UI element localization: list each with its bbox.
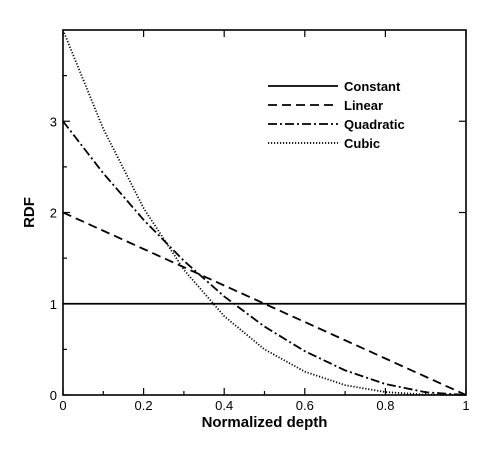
x-tick-label: 0.6 <box>296 398 314 413</box>
y-tick-label: 0 <box>50 388 57 403</box>
y-tick-label: 1 <box>50 297 57 312</box>
y-tick-label: 2 <box>50 206 57 221</box>
x-tick-label: 0.4 <box>215 398 233 413</box>
series-line-cubic <box>62 29 467 396</box>
x-axis-title: Normalized depth <box>202 414 328 431</box>
series-line-linear <box>62 211 467 396</box>
x-tick-label: 0.8 <box>376 398 394 413</box>
series-line-quadratic <box>62 120 467 396</box>
legend-label-cubic: Cubic <box>344 136 380 151</box>
plot-frame <box>62 29 467 396</box>
x-tick-label: 0 <box>59 398 66 413</box>
legend-label-constant: Constant <box>344 79 401 94</box>
y-tick-label: 3 <box>50 114 57 129</box>
x-tick-label: 0.2 <box>135 398 153 413</box>
ticks-layer: 0 0.2 0.4 0.6 0.8 1 0 1 2 3 <box>50 30 470 413</box>
legend-label-quadratic: Quadratic <box>344 117 405 132</box>
plot-area <box>62 29 467 396</box>
y-axis-title: RDF <box>21 197 38 228</box>
x-tick-label: 1 <box>462 398 469 413</box>
series-layer <box>62 29 467 396</box>
legend: Constant Linear Quadratic Cubic <box>268 79 405 151</box>
legend-label-linear: Linear <box>344 98 383 113</box>
